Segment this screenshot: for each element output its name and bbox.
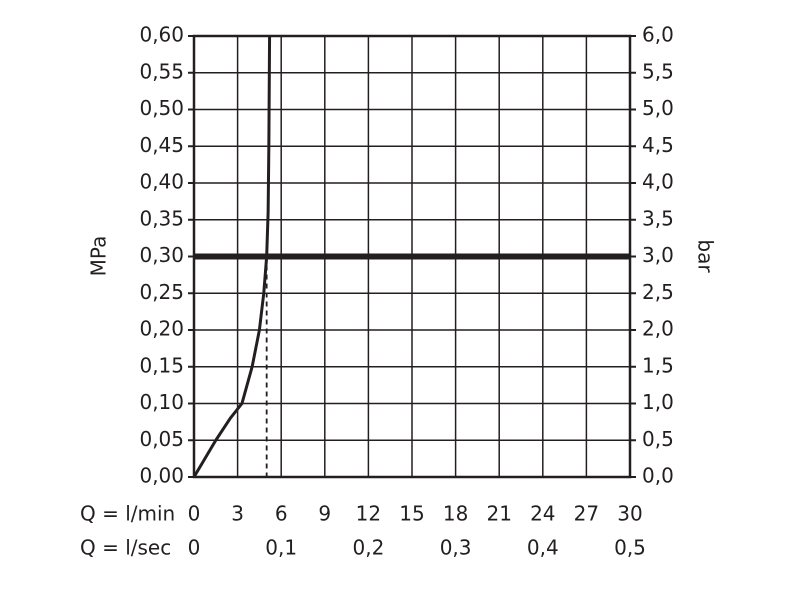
y-tick-label: 0,05 (139, 427, 184, 451)
y-tick-label: 0,00 (139, 464, 184, 488)
y-tick-label: 0,25 (139, 280, 184, 304)
x-tick-label: 24 (530, 502, 555, 526)
y-tick-label: 0,30 (139, 243, 184, 267)
y-tick-label: 0,15 (139, 353, 184, 377)
y-axis-title: MPa (87, 236, 111, 277)
y2-tick-label: 1,5 (642, 353, 674, 377)
y2-axis-title: bar (694, 239, 718, 273)
y2-tick-label: 2,5 (642, 280, 674, 304)
y2-tick-label: 0,5 (642, 427, 674, 451)
y2-tick-label: 5,0 (642, 96, 674, 120)
x-tick-label: 27 (574, 502, 599, 526)
y2-tick-label: 3,0 (642, 243, 674, 267)
data-line (192, 35, 272, 478)
y2-tick-label: 4,5 (642, 133, 674, 157)
x-tick-label: 18 (443, 502, 468, 526)
y-tick-label: 0,10 (139, 390, 184, 414)
y-tick-label: 0,35 (139, 206, 184, 230)
x-axis-title: Q = l/min (80, 502, 175, 526)
x2-axis-title: Q = l/sec (80, 536, 171, 560)
y-tick-label: 0,60 (139, 23, 184, 47)
x2-tick-label: 0,5 (614, 536, 646, 560)
x-tick-label: 21 (486, 502, 511, 526)
y2-tick-label: 4,0 (642, 170, 674, 194)
x-tick-label: 0 (188, 502, 201, 526)
y2-tick-label: 0,0 (642, 464, 674, 488)
y-tick-label: 0,55 (139, 59, 184, 83)
x-tick-label: 30 (617, 502, 642, 526)
y-tick-label: 0,40 (139, 170, 184, 194)
x-tick-label: 6 (275, 502, 288, 526)
y2-tick-label: 1,0 (642, 390, 674, 414)
x2-tick-label: 0 (188, 536, 201, 560)
y2-tick-label: 5,5 (642, 59, 674, 83)
x-tick-label: 12 (356, 502, 381, 526)
y2-tick-label: 6,0 (642, 23, 674, 47)
x2-tick-label: 0,4 (527, 536, 559, 560)
y2-tick-label: 2,0 (642, 317, 674, 341)
y-tick-label: 0,20 (139, 317, 184, 341)
y-tick-label: 0,50 (139, 96, 184, 120)
x2-tick-label: 0,3 (440, 536, 472, 560)
x2-tick-label: 0,1 (265, 536, 297, 560)
x-tick-label: 15 (399, 502, 424, 526)
y2-tick-label: 3,5 (642, 206, 674, 230)
y-tick-label: 0,45 (139, 133, 184, 157)
x2-tick-label: 0,2 (352, 536, 384, 560)
x-tick-label: 3 (231, 502, 244, 526)
x-tick-label: 9 (318, 502, 331, 526)
